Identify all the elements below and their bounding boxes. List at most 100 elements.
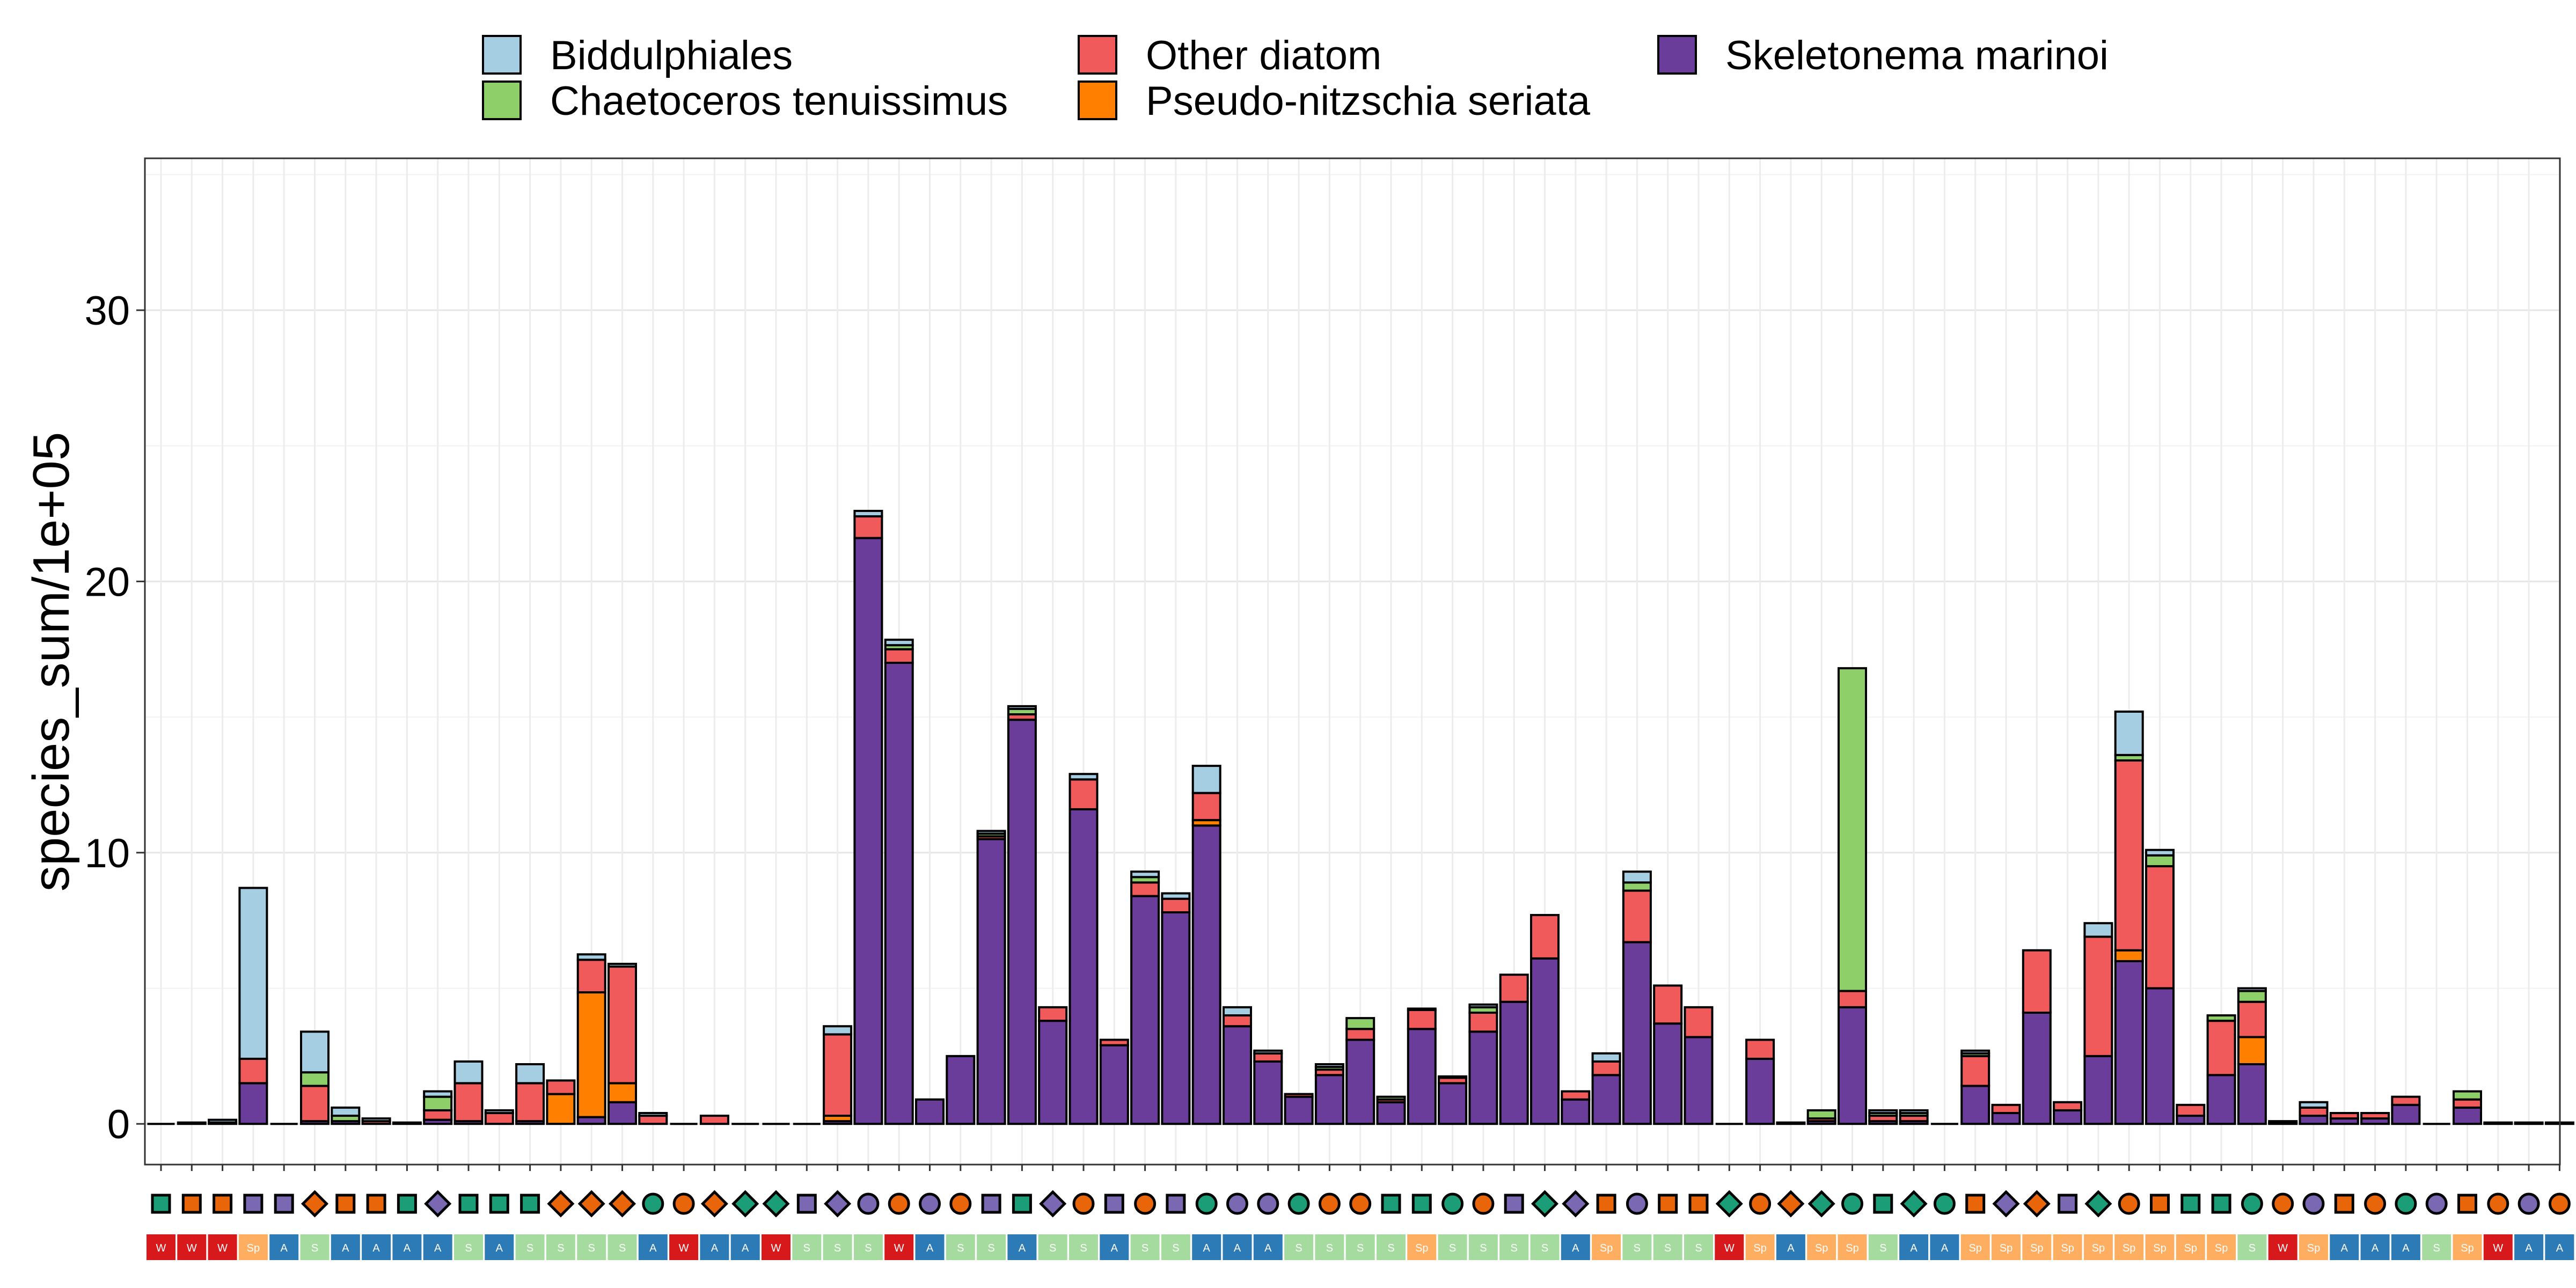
circle-marker bbox=[1257, 1192, 1279, 1215]
shape-marker-row bbox=[151, 1190, 2571, 1218]
season-tile bbox=[2145, 1234, 2175, 1260]
season-tile bbox=[485, 1234, 514, 1260]
season-label: W bbox=[2278, 1242, 2288, 1254]
circle-marker bbox=[857, 1192, 880, 1215]
bar-segment-skeletonema-marinoi bbox=[2391, 1103, 2421, 1125]
bar-segment-other-diatom bbox=[1253, 1052, 1283, 1063]
bar-segment-biddulphiales bbox=[2237, 987, 2267, 992]
square-marker bbox=[1965, 1194, 1986, 1214]
circle-marker bbox=[1349, 1192, 1372, 1215]
bar-segment-biddulphiales bbox=[1161, 892, 1191, 900]
square-marker bbox=[1012, 1194, 1032, 1214]
bar-segment-other-diatom bbox=[423, 1109, 453, 1121]
bar-segment-biddulphiales bbox=[1223, 1006, 1252, 1017]
bar-segment-other-diatom bbox=[2360, 1111, 2390, 1120]
season-label: A bbox=[2402, 1242, 2410, 1254]
bar-segment-biddulphiales bbox=[853, 510, 883, 518]
season-tile bbox=[2053, 1234, 2082, 1260]
bar-segment-biddulphiales bbox=[1899, 1109, 1929, 1114]
season-label: A bbox=[1234, 1242, 1241, 1254]
bar-segment-skeletonema-marinoi bbox=[1253, 1060, 1283, 1125]
bar-segment-biddulphiales bbox=[976, 830, 1006, 835]
season-tile bbox=[1868, 1234, 1898, 1260]
bar-segment-biddulphiales bbox=[1130, 870, 1160, 879]
square-marker bbox=[2211, 1194, 2231, 1214]
bar-segment-chaetoceros-tenuissimus bbox=[1622, 881, 1652, 892]
season-tile bbox=[1345, 1234, 1375, 1260]
bar-segment-other-diatom bbox=[1069, 778, 1099, 810]
bar-segment-biddulphiales bbox=[608, 963, 637, 968]
season-label: Sp bbox=[2061, 1242, 2074, 1254]
season-label: W bbox=[217, 1242, 228, 1254]
bar-segment-other-diatom bbox=[484, 1111, 514, 1125]
season-tile bbox=[1438, 1234, 1467, 1260]
bar-segment-skeletonema-marinoi bbox=[2053, 1109, 2083, 1125]
season-label: S bbox=[1541, 1242, 1548, 1254]
bar-segment-other-diatom bbox=[1191, 792, 1221, 822]
season-label: A bbox=[496, 1242, 503, 1254]
y-tick-label: 20 bbox=[84, 559, 130, 605]
bar-segment-other-diatom bbox=[1591, 1060, 1621, 1077]
diamond-marker bbox=[608, 1190, 636, 1218]
season-label: Sp bbox=[1415, 1242, 1428, 1254]
square-marker bbox=[2457, 1194, 2477, 1214]
season-label: S bbox=[311, 1242, 318, 1254]
season-label: S bbox=[1326, 1242, 1333, 1254]
bar-segment-biddulphiales bbox=[1868, 1109, 1898, 1114]
bar-segment-biddulphiales bbox=[1622, 870, 1652, 884]
diamond-marker bbox=[1715, 1190, 1743, 1218]
legend-key bbox=[1657, 35, 1697, 75]
season-label: W bbox=[187, 1242, 197, 1254]
season-tile bbox=[2083, 1234, 2113, 1260]
circle-marker bbox=[642, 1192, 664, 1215]
legend-label: Pseudo-nitzschia seriata bbox=[1146, 78, 1591, 124]
bar-segment-skeletonema-marinoi bbox=[1561, 1098, 1591, 1125]
y-tick-label: 10 bbox=[84, 831, 130, 876]
bar-segment-pseudo-nitzschia-seriata bbox=[2237, 1036, 2267, 1066]
season-tile bbox=[1038, 1234, 1067, 1260]
plot-border bbox=[144, 157, 2561, 1166]
bar-segment-chaetoceros-tenuissimus bbox=[2453, 1090, 2482, 1101]
bar-segment-chaetoceros-tenuissimus bbox=[423, 1095, 453, 1111]
legend-key bbox=[1078, 80, 1117, 120]
season-tile bbox=[1622, 1234, 1652, 1260]
bar-segment-skeletonema-marinoi bbox=[1161, 911, 1191, 1125]
bar-segment-skeletonema-marinoi bbox=[1653, 1022, 1683, 1125]
season-tile bbox=[608, 1234, 637, 1260]
season-tile bbox=[1653, 1234, 1682, 1260]
season-tile bbox=[2514, 1234, 2544, 1260]
season-label: Sp bbox=[2092, 1242, 2105, 1254]
bar-segment-chaetoceros-tenuissimus bbox=[1838, 667, 1867, 992]
season-tile bbox=[2022, 1234, 2052, 1260]
season-label: Sp bbox=[1846, 1242, 1858, 1254]
season-tile bbox=[423, 1234, 452, 1260]
season-label: S bbox=[1295, 1242, 1302, 1254]
season-label: Sp bbox=[2307, 1242, 2320, 1254]
bar-segment-other-diatom bbox=[1991, 1103, 2021, 1114]
bar-segment-chaetoceros-tenuissimus bbox=[2206, 1014, 2236, 1022]
circle-marker bbox=[2425, 1192, 2448, 1215]
season-tile bbox=[2114, 1234, 2144, 1260]
square-marker bbox=[1381, 1194, 1401, 1214]
bar-segment-biddulphiales bbox=[1007, 705, 1037, 710]
season-tile bbox=[1960, 1234, 1990, 1260]
bar-segment-biddulphiales bbox=[515, 1063, 545, 1085]
season-label: S bbox=[1141, 1242, 1148, 1254]
square-marker bbox=[489, 1194, 509, 1214]
season-tile bbox=[2391, 1234, 2420, 1260]
square-marker bbox=[274, 1194, 294, 1214]
legend-key bbox=[482, 80, 522, 120]
season-tile bbox=[2422, 1234, 2451, 1260]
plot-panel bbox=[145, 158, 2560, 1165]
circle-marker bbox=[1072, 1192, 1095, 1215]
season-tile bbox=[2268, 1234, 2297, 1260]
season-label: A bbox=[1264, 1242, 1272, 1254]
circle-marker bbox=[1841, 1192, 1863, 1215]
bar-segment-other-diatom bbox=[638, 1115, 668, 1125]
season-label: A bbox=[434, 1242, 442, 1254]
season-label: S bbox=[588, 1242, 595, 1254]
bar-segment-skeletonema-marinoi bbox=[2237, 1063, 2267, 1125]
season-label: S bbox=[834, 1242, 841, 1254]
season-label: A bbox=[1572, 1242, 1579, 1254]
bar-segment-other-diatom bbox=[2083, 935, 2113, 1057]
